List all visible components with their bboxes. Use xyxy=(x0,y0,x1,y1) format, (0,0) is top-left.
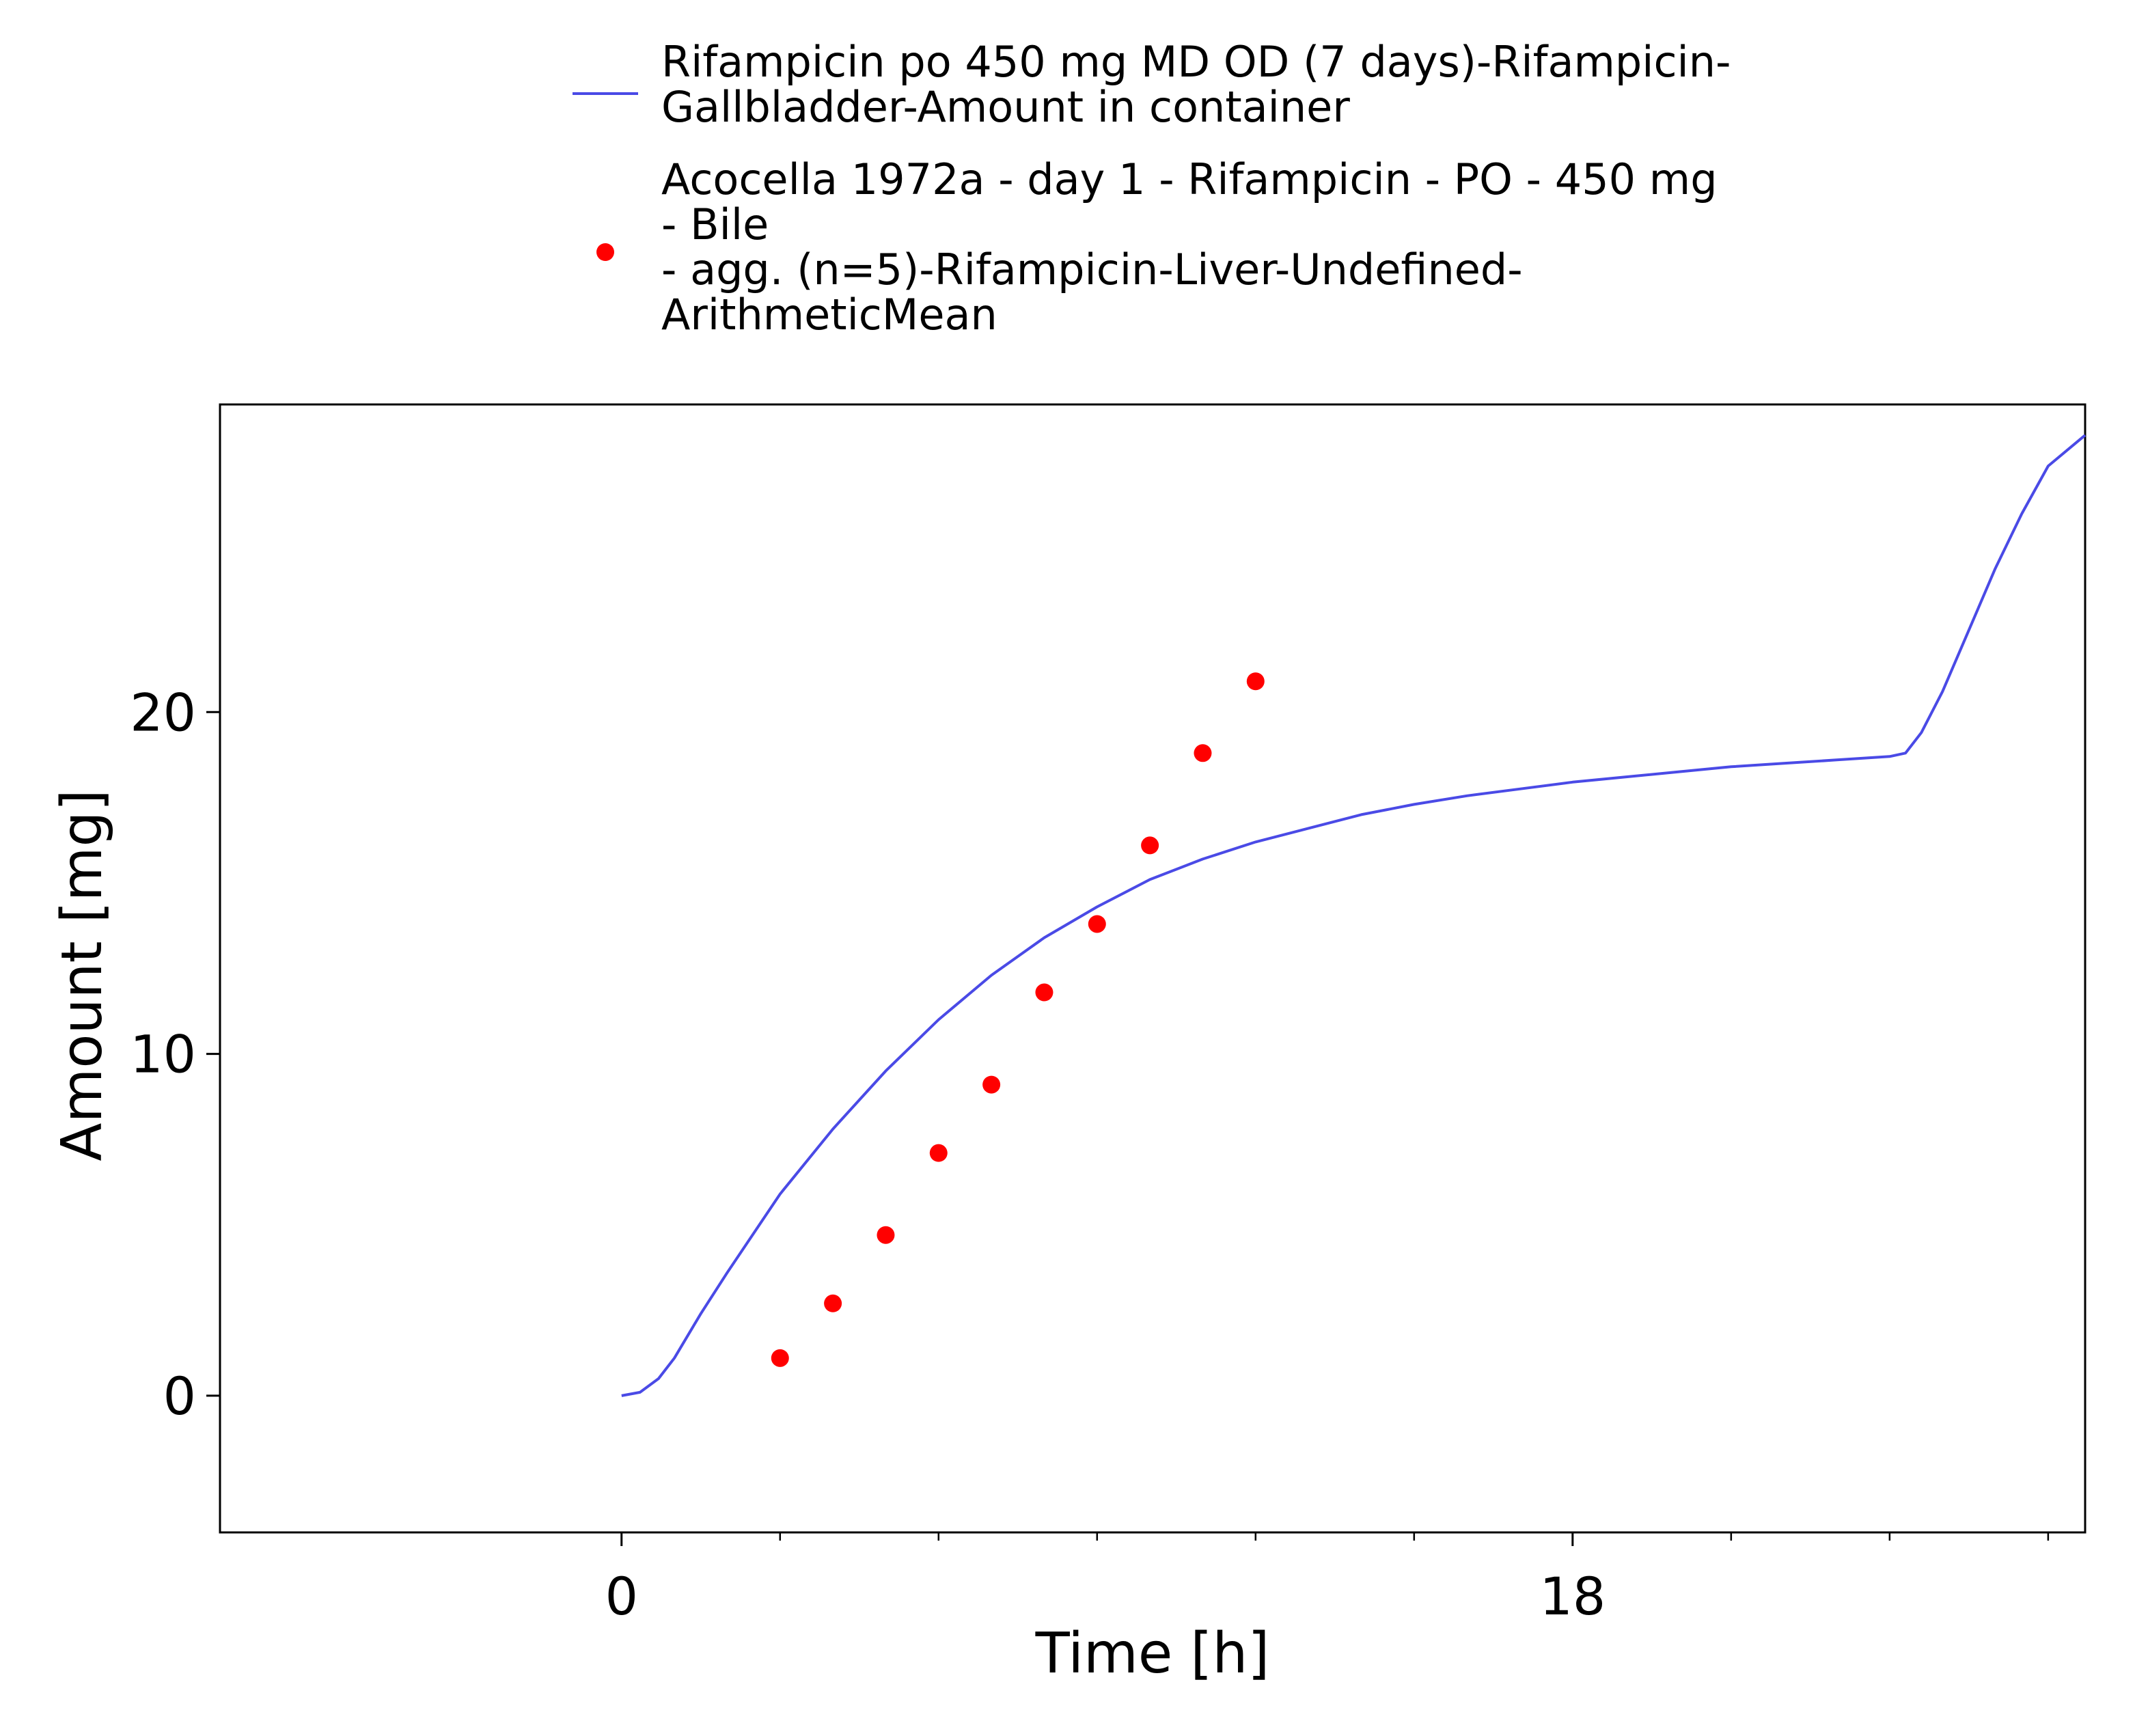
observed-data-point xyxy=(1141,836,1159,855)
observed-data-point xyxy=(824,1294,842,1312)
observed-data-point xyxy=(982,1075,1001,1094)
legend-entry-text: ArithmeticMean xyxy=(661,290,997,340)
x-axis: 0 18 xyxy=(605,1532,2050,1627)
x-axis-title: Time [h] xyxy=(1035,1621,1270,1686)
legend-entry-text: Gallbladder-Amount in container xyxy=(661,82,1350,132)
legend-entry-text: - agg. (n=5)-Rifampicin-Liver-Undefined- xyxy=(661,245,1523,294)
observed-data-point xyxy=(1194,744,1212,762)
x-tick-label: 0 xyxy=(605,1566,638,1627)
legend-entry-text: - Bile xyxy=(661,199,769,249)
observed-data-point xyxy=(771,1349,789,1367)
observed-data-point xyxy=(877,1226,895,1244)
observed-data-point xyxy=(1246,672,1265,691)
series-layer xyxy=(621,434,2086,1397)
y-axis-title: Amount [mg] xyxy=(50,789,115,1161)
y-tick-label: 10 xyxy=(130,1024,196,1085)
x-tick-label: 18 xyxy=(1539,1566,1606,1627)
observed-data-point xyxy=(929,1144,948,1162)
legend: Rifampicin po 450 mg MD OD (7 days)-Rifa… xyxy=(573,37,1731,340)
series-line-simulation xyxy=(621,434,2086,1397)
y-tick-label: 0 xyxy=(163,1366,196,1427)
observed-data-point xyxy=(1035,983,1053,1002)
y-axis: 0 10 20 xyxy=(130,682,220,1427)
legend-marker-swatch xyxy=(596,243,614,261)
y-tick-label: 20 xyxy=(130,682,196,743)
plot-area-frame xyxy=(219,403,2086,1534)
observed-data-point xyxy=(1088,915,1106,933)
legend-entry-text: Rifampicin po 450 mg MD OD (7 days)-Rifa… xyxy=(661,37,1731,87)
legend-entry-text: Acocella 1972a - day 1 - Rifampicin - PO… xyxy=(661,154,1718,204)
